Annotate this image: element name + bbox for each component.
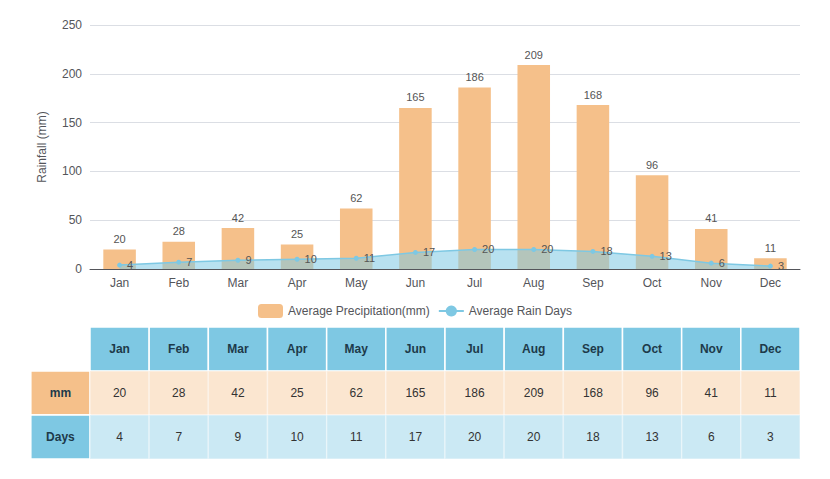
- svg-text:Average Rain Days: Average Rain Days: [469, 304, 572, 318]
- svg-text:150: 150: [62, 116, 82, 130]
- svg-text:20: 20: [482, 243, 494, 255]
- svg-text:Apr: Apr: [287, 342, 308, 356]
- svg-text:20: 20: [527, 430, 541, 444]
- svg-text:Nov: Nov: [701, 276, 722, 290]
- svg-text:62: 62: [350, 386, 364, 400]
- svg-text:Average Precipitation(mm): Average Precipitation(mm): [288, 304, 430, 318]
- svg-text:17: 17: [409, 430, 423, 444]
- svg-text:Sep: Sep: [582, 276, 604, 290]
- svg-text:168: 168: [583, 386, 603, 400]
- svg-text:Oct: Oct: [642, 342, 662, 356]
- svg-text:250: 250: [62, 18, 82, 32]
- svg-text:May: May: [345, 276, 368, 290]
- svg-text:50: 50: [69, 213, 83, 227]
- svg-text:Jul: Jul: [466, 342, 483, 356]
- svg-text:Mar: Mar: [228, 276, 249, 290]
- svg-text:Rainfall (mm): Rainfall (mm): [35, 111, 49, 182]
- svg-text:17: 17: [423, 246, 435, 258]
- svg-text:13: 13: [660, 250, 672, 262]
- svg-text:10: 10: [290, 430, 304, 444]
- svg-text:4: 4: [116, 430, 123, 444]
- svg-text:0: 0: [75, 262, 82, 276]
- svg-text:6: 6: [719, 257, 725, 269]
- svg-text:3: 3: [778, 260, 784, 272]
- svg-text:6: 6: [708, 430, 715, 444]
- svg-text:25: 25: [291, 228, 303, 240]
- svg-text:186: 186: [465, 386, 485, 400]
- svg-text:209: 209: [525, 49, 543, 61]
- svg-text:11: 11: [350, 430, 363, 444]
- svg-text:Dec: Dec: [760, 276, 781, 290]
- svg-text:9: 9: [235, 430, 242, 444]
- svg-text:28: 28: [172, 386, 186, 400]
- svg-text:165: 165: [406, 91, 424, 103]
- svg-text:Days: Days: [46, 430, 75, 444]
- svg-text:41: 41: [705, 386, 719, 400]
- svg-text:Jun: Jun: [406, 276, 425, 290]
- svg-text:Feb: Feb: [168, 276, 189, 290]
- svg-text:100: 100: [62, 164, 82, 178]
- svg-text:Jan: Jan: [110, 276, 129, 290]
- svg-text:18: 18: [600, 245, 612, 257]
- svg-text:200: 200: [62, 67, 82, 81]
- svg-text:11: 11: [364, 252, 375, 264]
- svg-text:mm: mm: [50, 386, 71, 400]
- svg-text:42: 42: [232, 212, 244, 224]
- svg-text:11: 11: [764, 386, 777, 400]
- svg-text:Jun: Jun: [405, 342, 426, 356]
- svg-text:20: 20: [468, 430, 482, 444]
- svg-text:165: 165: [405, 386, 425, 400]
- svg-text:Jan: Jan: [109, 342, 130, 356]
- svg-text:Apr: Apr: [288, 276, 307, 290]
- svg-text:Feb: Feb: [168, 342, 189, 356]
- svg-text:Oct: Oct: [643, 276, 662, 290]
- svg-text:96: 96: [645, 386, 659, 400]
- svg-text:62: 62: [350, 192, 362, 204]
- svg-text:Dec: Dec: [759, 342, 781, 356]
- svg-text:Sep: Sep: [582, 342, 604, 356]
- svg-text:96: 96: [646, 159, 658, 171]
- svg-text:168: 168: [584, 89, 602, 101]
- svg-text:20: 20: [541, 243, 553, 255]
- svg-text:Mar: Mar: [227, 342, 249, 356]
- svg-text:20: 20: [113, 233, 125, 245]
- svg-text:Nov: Nov: [700, 342, 723, 356]
- svg-text:9: 9: [245, 254, 251, 266]
- svg-text:28: 28: [173, 225, 185, 237]
- svg-text:13: 13: [645, 430, 659, 444]
- svg-text:41: 41: [705, 212, 717, 224]
- svg-text:Jul: Jul: [467, 276, 482, 290]
- svg-text:7: 7: [186, 256, 192, 268]
- svg-text:42: 42: [231, 386, 245, 400]
- svg-text:Aug: Aug: [523, 276, 544, 290]
- svg-text:4: 4: [127, 259, 133, 271]
- svg-text:186: 186: [465, 71, 483, 83]
- svg-text:Aug: Aug: [522, 342, 545, 356]
- svg-text:209: 209: [524, 386, 544, 400]
- svg-text:7: 7: [175, 430, 182, 444]
- svg-text:18: 18: [586, 430, 600, 444]
- svg-text:May: May: [345, 342, 369, 356]
- svg-text:25: 25: [290, 386, 304, 400]
- svg-text:11: 11: [765, 242, 776, 254]
- svg-text:3: 3: [767, 430, 774, 444]
- svg-text:20: 20: [113, 386, 127, 400]
- svg-text:10: 10: [305, 253, 317, 265]
